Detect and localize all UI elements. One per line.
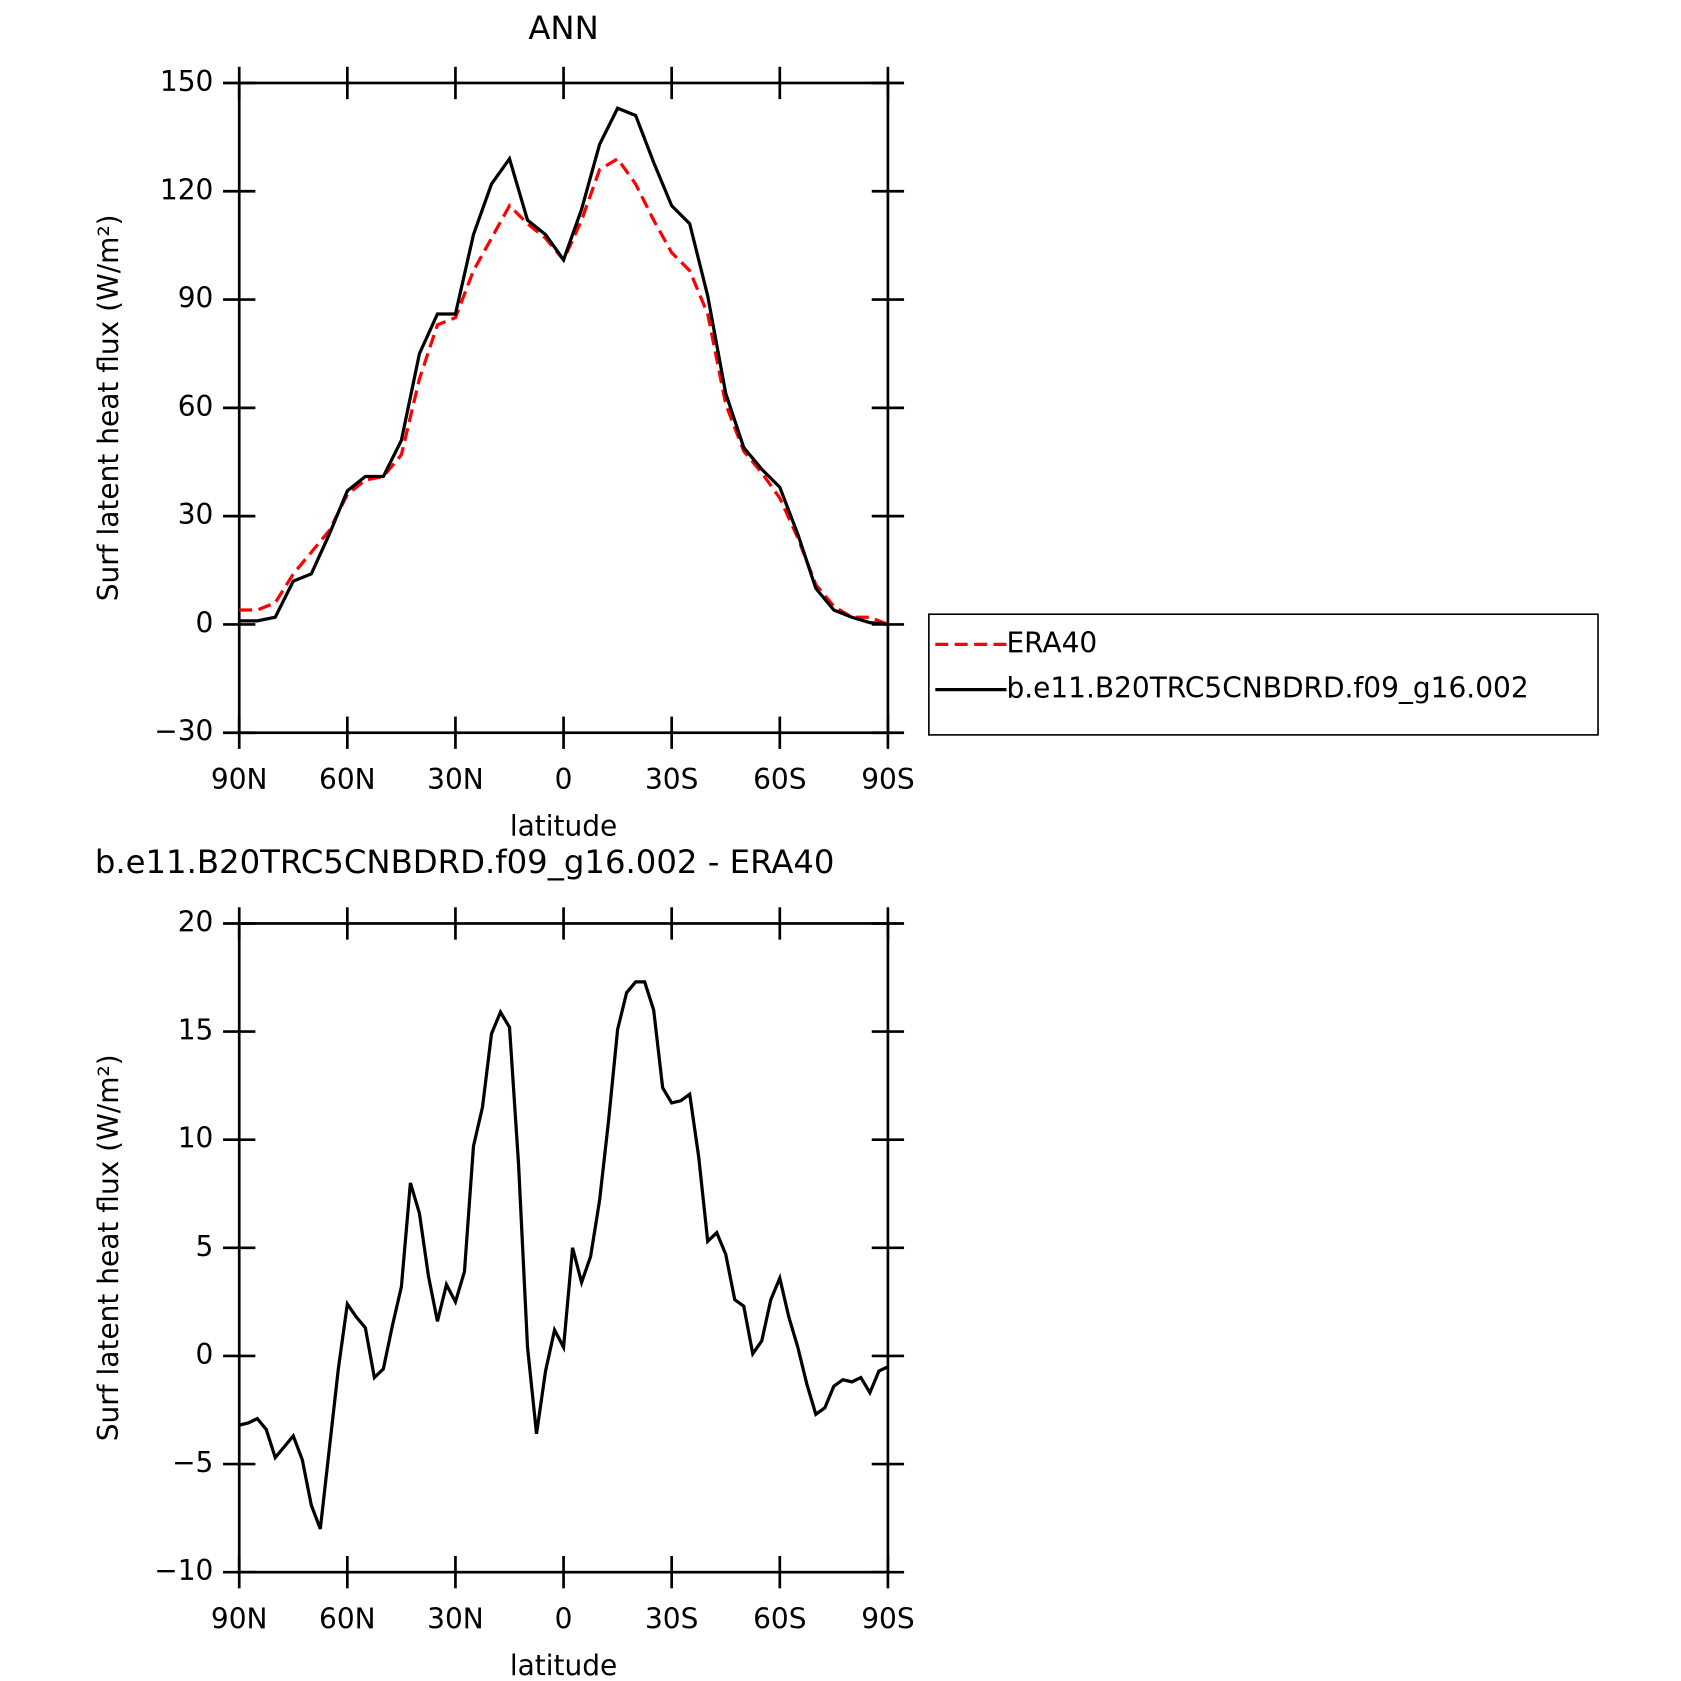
y-tick-label: 0 [196, 606, 214, 639]
y-tick-label: 30 [178, 498, 214, 531]
y-tick-label: 90 [178, 282, 214, 315]
y-tick-label: 15 [178, 1014, 214, 1047]
y-tick-label: 20 [178, 905, 214, 938]
series-line [239, 106, 889, 627]
x-tick-label: 90N [211, 763, 268, 796]
chart-subtitle: b.e11.B20TRC5CNBDRD.f09_g16.002 - ERA40 [95, 843, 835, 881]
y-tick-label: 150 [160, 65, 213, 98]
chart-title: ANN [528, 9, 598, 47]
y-tick-label: 10 [178, 1122, 214, 1155]
y-tick-label: −5 [172, 1446, 213, 1479]
y-tick-label: −10 [154, 1554, 213, 1587]
y-tick-label: 120 [160, 173, 213, 206]
x-tick-label: 90S [861, 1603, 914, 1636]
x-tick-label: 30S [645, 763, 698, 796]
x-tick-label: 60S [753, 1603, 806, 1636]
x-tick-label: 60N [319, 1603, 376, 1636]
plot-frame [237, 922, 890, 1574]
y-tick-label: 5 [196, 1230, 214, 1263]
legend-label: ERA40 [1006, 626, 1097, 659]
x-tick-label: 60S [753, 763, 806, 796]
plot-frame [237, 81, 890, 735]
legend-label: b.e11.B20TRC5CNBDRD.f09_g16.002 [1006, 672, 1528, 705]
panel: b.e11.B20TRC5CNBDRD.f09_g16.002 - ERA40 l… [92, 843, 915, 1681]
x-tick-label: 90S [861, 763, 914, 796]
panel: ANN latitude Surf latent heat flux (W/m²) −… [92, 9, 1599, 843]
x-tick-label: 90N [211, 1603, 268, 1636]
y-axis-label: Surf latent heat flux (W/m²) [92, 1054, 125, 1441]
y-tick-label: 0 [196, 1338, 214, 1371]
y-tick-label: −30 [154, 715, 213, 748]
series-line [238, 980, 889, 1530]
x-tick-label: 0 [555, 763, 573, 796]
x-tick-label: 30N [427, 1603, 484, 1636]
x-tick-label: 30S [645, 1603, 698, 1636]
x-axis-label: latitude [510, 810, 617, 843]
series-line [239, 156, 889, 626]
x-axis-label: latitude [510, 1649, 617, 1681]
x-tick-label: 0 [555, 1603, 573, 1636]
y-tick-label: 60 [178, 390, 214, 423]
x-tick-label: 30N [427, 763, 484, 796]
x-tick-label: 60N [319, 763, 376, 796]
legend-box [928, 613, 1599, 736]
y-axis-label: Surf latent heat flux (W/m²) [92, 214, 125, 601]
